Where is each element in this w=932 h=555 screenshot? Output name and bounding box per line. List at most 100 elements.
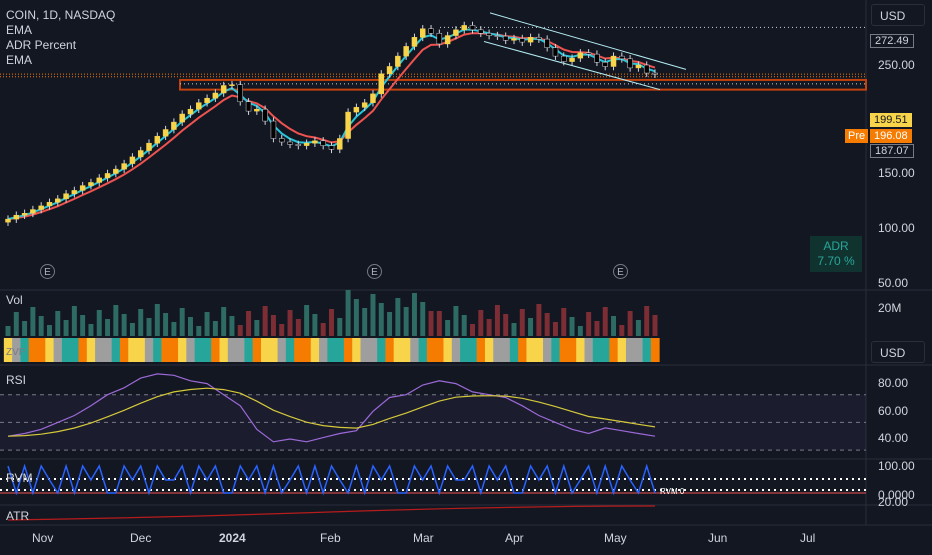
volume-bar (5, 326, 11, 336)
high-price-tag: 272.49 (870, 34, 914, 48)
volume-bar (254, 320, 260, 336)
candle-body (469, 25, 476, 31)
volume-bar (113, 305, 119, 336)
volume-bar (445, 320, 451, 336)
volume-bar (503, 314, 509, 336)
level-price-tag: 187.07 (870, 144, 914, 158)
volume-bar (395, 298, 401, 336)
candle-body (63, 193, 69, 200)
candle-body (370, 93, 376, 103)
volume-bar (337, 318, 343, 336)
candle-body (502, 35, 509, 41)
candle-body (254, 108, 260, 112)
volume-bar (544, 313, 550, 336)
candle-body (179, 113, 185, 123)
zvp-cell (509, 338, 519, 362)
zvp-cell (244, 338, 254, 362)
zvp-cell (202, 338, 212, 362)
candle-body (353, 107, 360, 113)
ema-fast-line (7, 28, 656, 221)
currency-button-lower[interactable]: USD (871, 341, 925, 363)
candle-body (494, 35, 501, 37)
indicator-ema-1[interactable]: EMA (6, 23, 33, 37)
time-tick: Nov (32, 531, 54, 545)
candle-body (220, 85, 227, 94)
zvp-cell (327, 338, 337, 362)
zvp-cell (136, 338, 146, 362)
candle-body (345, 111, 351, 139)
candle-body (46, 202, 53, 207)
volume-bar (577, 326, 583, 336)
currency-button[interactable]: USD (871, 4, 925, 26)
time-tick: Mar (413, 531, 434, 545)
volume-bar (163, 313, 169, 336)
volume-bar (627, 311, 633, 336)
atr-pane-title[interactable]: ATR (6, 509, 30, 523)
zvp-cell (186, 338, 196, 362)
earnings-marker[interactable]: E (613, 264, 628, 279)
candle-body (13, 214, 20, 220)
earnings-marker[interactable]: E (367, 264, 382, 279)
zvp-cell (252, 338, 262, 362)
candle-body (420, 28, 426, 38)
volume-pane-title[interactable]: Vol (6, 293, 23, 307)
rvm-pane-title[interactable]: RVM (6, 471, 33, 485)
time-tick: May (604, 531, 627, 545)
volume-bar (221, 307, 227, 336)
zvp-cell (634, 338, 644, 362)
zvp-cell (567, 338, 577, 362)
candle-body (577, 52, 584, 59)
candle-body (511, 38, 517, 41)
zvp-cell (86, 338, 96, 362)
zvp-pane-title[interactable]: ZVP (6, 347, 26, 358)
zvp-cell (335, 338, 345, 362)
indicator-ema-2[interactable]: EMA (6, 53, 33, 67)
candle-body (55, 198, 61, 203)
candle-body (486, 32, 492, 36)
volume-bar (611, 316, 617, 336)
volume-bar (552, 322, 558, 336)
volume-bar (511, 323, 517, 336)
atr-line (7, 505, 656, 521)
zvp-cell (418, 338, 428, 362)
time-tick: 2024 (219, 531, 246, 545)
indicator-adr[interactable]: ADR Percent (6, 38, 77, 52)
price-tick-50: 50.00 (878, 276, 909, 290)
candle-body (146, 142, 152, 151)
volume-bar (237, 325, 243, 336)
zvp-cell (368, 338, 378, 362)
zvp-cell (219, 338, 229, 362)
zvp-cell (211, 338, 221, 362)
volume-bar (187, 317, 193, 336)
adr-value: 7.70 % (817, 254, 855, 268)
candle-body (21, 213, 28, 216)
rsi-pane-title[interactable]: RSI (6, 373, 27, 387)
zvp-cell (178, 338, 187, 362)
zvp-cell (385, 338, 395, 362)
rvm-line (7, 463, 656, 496)
zvp-cell (169, 338, 179, 362)
zvp-cell (12, 338, 21, 362)
earnings-marker[interactable]: E (40, 264, 55, 279)
volume-bar (30, 307, 36, 336)
time-tick: Feb (320, 531, 341, 545)
candle-body (361, 102, 368, 108)
volume-bar (378, 303, 384, 336)
zvp-cell (236, 338, 245, 362)
zvp-cell (484, 338, 494, 362)
volume-bar (171, 322, 177, 336)
volume-bar (295, 319, 301, 336)
channel-upper-line (489, 12, 687, 70)
candle-body (453, 29, 459, 36)
candle-body (303, 142, 310, 146)
volume-bar (320, 323, 326, 336)
zvp-cell (103, 338, 113, 362)
symbol-title[interactable]: COIN, 1D, NASDAQ (6, 8, 116, 22)
zvp-cell (617, 338, 627, 362)
volume-bar (304, 305, 310, 336)
volume-bar (602, 307, 608, 336)
zvp-cell (650, 338, 660, 362)
zvp-cell (584, 338, 594, 362)
rvm-tick-100: 100.00 (878, 459, 915, 473)
